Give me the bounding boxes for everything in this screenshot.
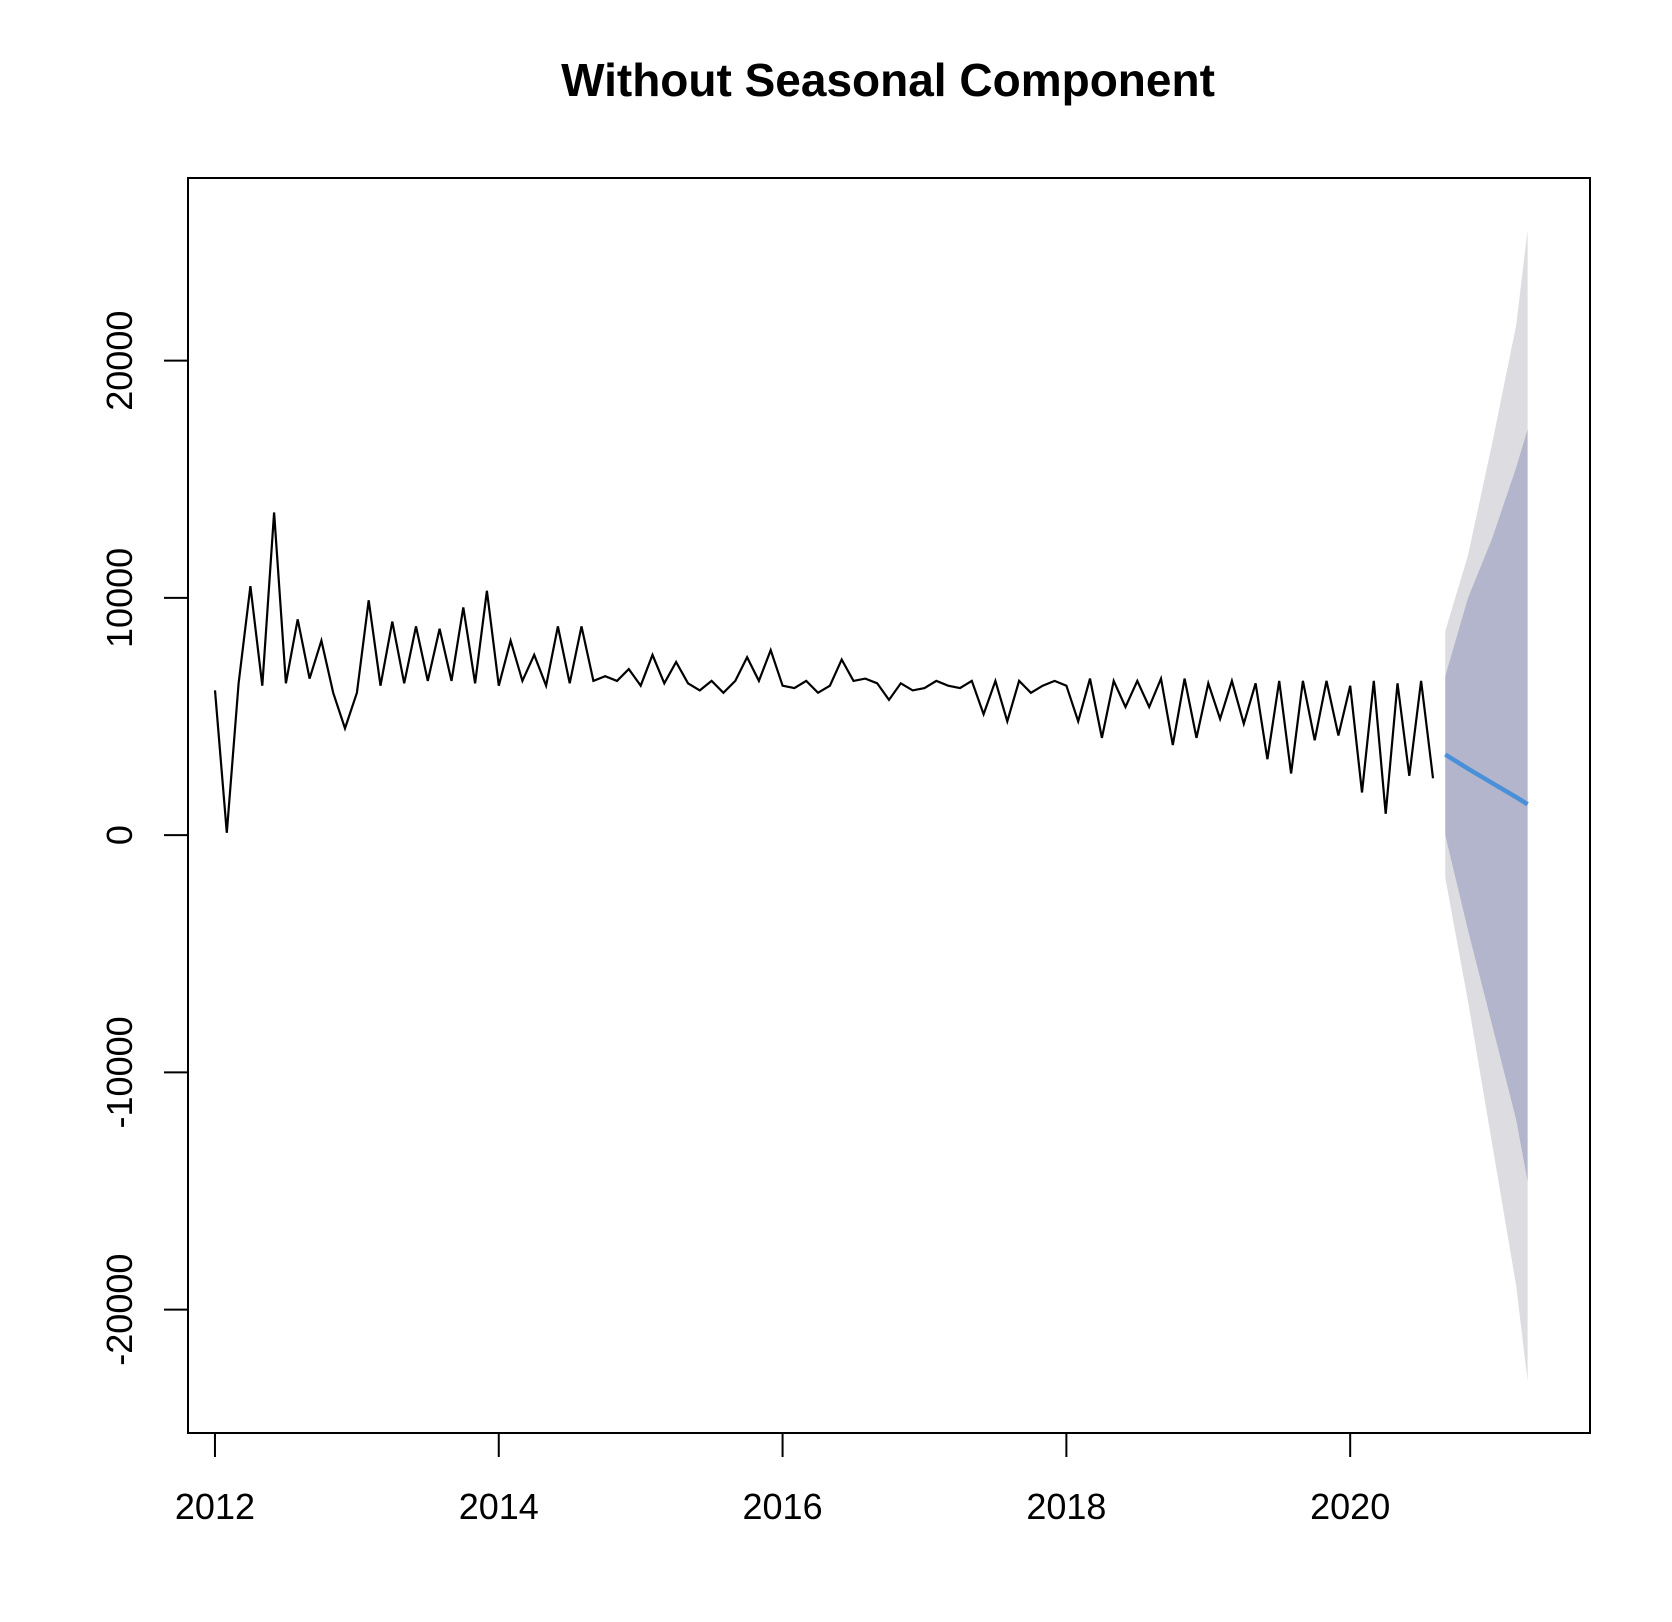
series-line xyxy=(213,512,1435,833)
x-tick-label: 2016 xyxy=(743,1486,823,1527)
y-tick-label: -20000 xyxy=(99,1254,140,1366)
x-axis: 2012 2014 2016 2018 2020 xyxy=(175,1432,1390,1527)
series-layer xyxy=(213,512,1435,833)
forecast-layer xyxy=(1444,752,1529,807)
y-tick-label: -10000 xyxy=(99,1016,140,1128)
x-tick-label: 2012 xyxy=(175,1486,255,1527)
y-tick-label: 0 xyxy=(99,825,140,845)
chart-title: Without Seasonal Component xyxy=(561,54,1215,106)
y-tick-label: 20000 xyxy=(99,311,140,411)
forecast-bands xyxy=(1445,230,1528,1381)
x-tick-label: 2020 xyxy=(1310,1486,1390,1527)
x-tick-label: 2018 xyxy=(1026,1486,1106,1527)
y-axis: -20000 -10000 0 10000 20000 xyxy=(99,311,189,1366)
y-tick-label: 10000 xyxy=(99,548,140,648)
forecast-80-band xyxy=(1445,429,1528,1182)
x-tick-label: 2014 xyxy=(459,1486,539,1527)
forecast-mean-line xyxy=(1444,752,1529,807)
